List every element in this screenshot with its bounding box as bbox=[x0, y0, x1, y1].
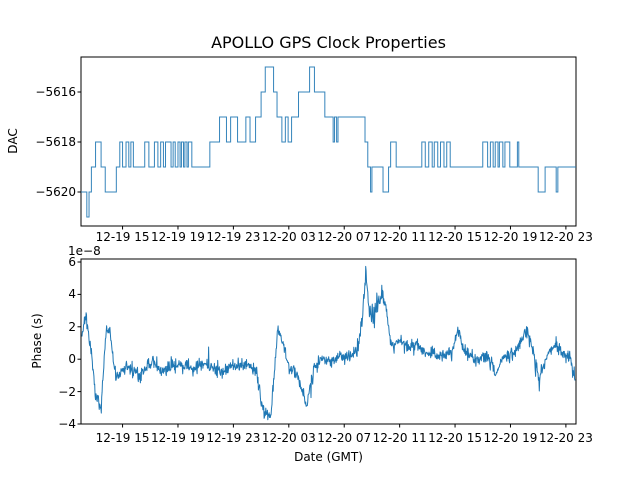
figure-title: APOLLO GPS Clock Properties bbox=[211, 33, 446, 52]
top-x-tick-label: 12-20 03 bbox=[261, 230, 316, 244]
top-x-tick-label: 12-20 07 bbox=[317, 230, 372, 244]
dac-step-line bbox=[81, 66, 576, 218]
bottom-plot-area bbox=[80, 258, 577, 425]
bottom-y-tick-label: −2 bbox=[58, 384, 76, 399]
top-x-tick-label: 12-20 19 bbox=[483, 230, 538, 244]
bottom-x-tick-label: 12-19 23 bbox=[206, 431, 261, 445]
y-offset-scale-label: 1e−8 bbox=[68, 244, 101, 258]
bottom-x-tick-label: 12-20 03 bbox=[261, 431, 316, 445]
bottom-x-tick-label: 12-20 19 bbox=[483, 431, 538, 445]
top-x-tick-label: 12-19 23 bbox=[206, 230, 261, 244]
x-axis-label: Date (GMT) bbox=[294, 450, 363, 464]
top-y-tick-label: −5620 bbox=[35, 185, 76, 199]
bottom-y-tick-label: 4 bbox=[68, 287, 76, 302]
bottom-x-tick-label: 12-19 19 bbox=[150, 431, 205, 445]
top-x-tick-label: 12-19 15 bbox=[95, 230, 150, 244]
bottom-y-tick-label: 0 bbox=[68, 352, 76, 367]
top-x-tick-label: 12-20 11 bbox=[372, 230, 427, 244]
bottom-x-tick-label: 12-20 15 bbox=[428, 431, 483, 445]
bottom-y-tick-label: −4 bbox=[58, 417, 76, 431]
bottom-x-tick-label: 12-19 15 bbox=[95, 431, 150, 445]
phase-noise-line bbox=[81, 265, 576, 421]
top-x-tick-label: 12-20 15 bbox=[428, 230, 483, 244]
top-x-tick-label: 12-20 23 bbox=[538, 230, 593, 244]
bottom-x-tick-label: 12-20 23 bbox=[538, 431, 593, 445]
top-y-tick-label: −5618 bbox=[35, 135, 76, 149]
top-x-tick-label: 12-19 19 bbox=[150, 230, 205, 244]
bottom-y-tick-label: 2 bbox=[68, 319, 76, 334]
top-y-tick-label: −5616 bbox=[35, 85, 76, 99]
bottom-y-tick-label: 6 bbox=[68, 255, 76, 269]
bottom-x-tick-label: 12-20 07 bbox=[317, 431, 372, 445]
bottom-x-tick-label: 12-20 11 bbox=[372, 431, 427, 445]
top-y-axis-label: DAC bbox=[6, 128, 20, 154]
